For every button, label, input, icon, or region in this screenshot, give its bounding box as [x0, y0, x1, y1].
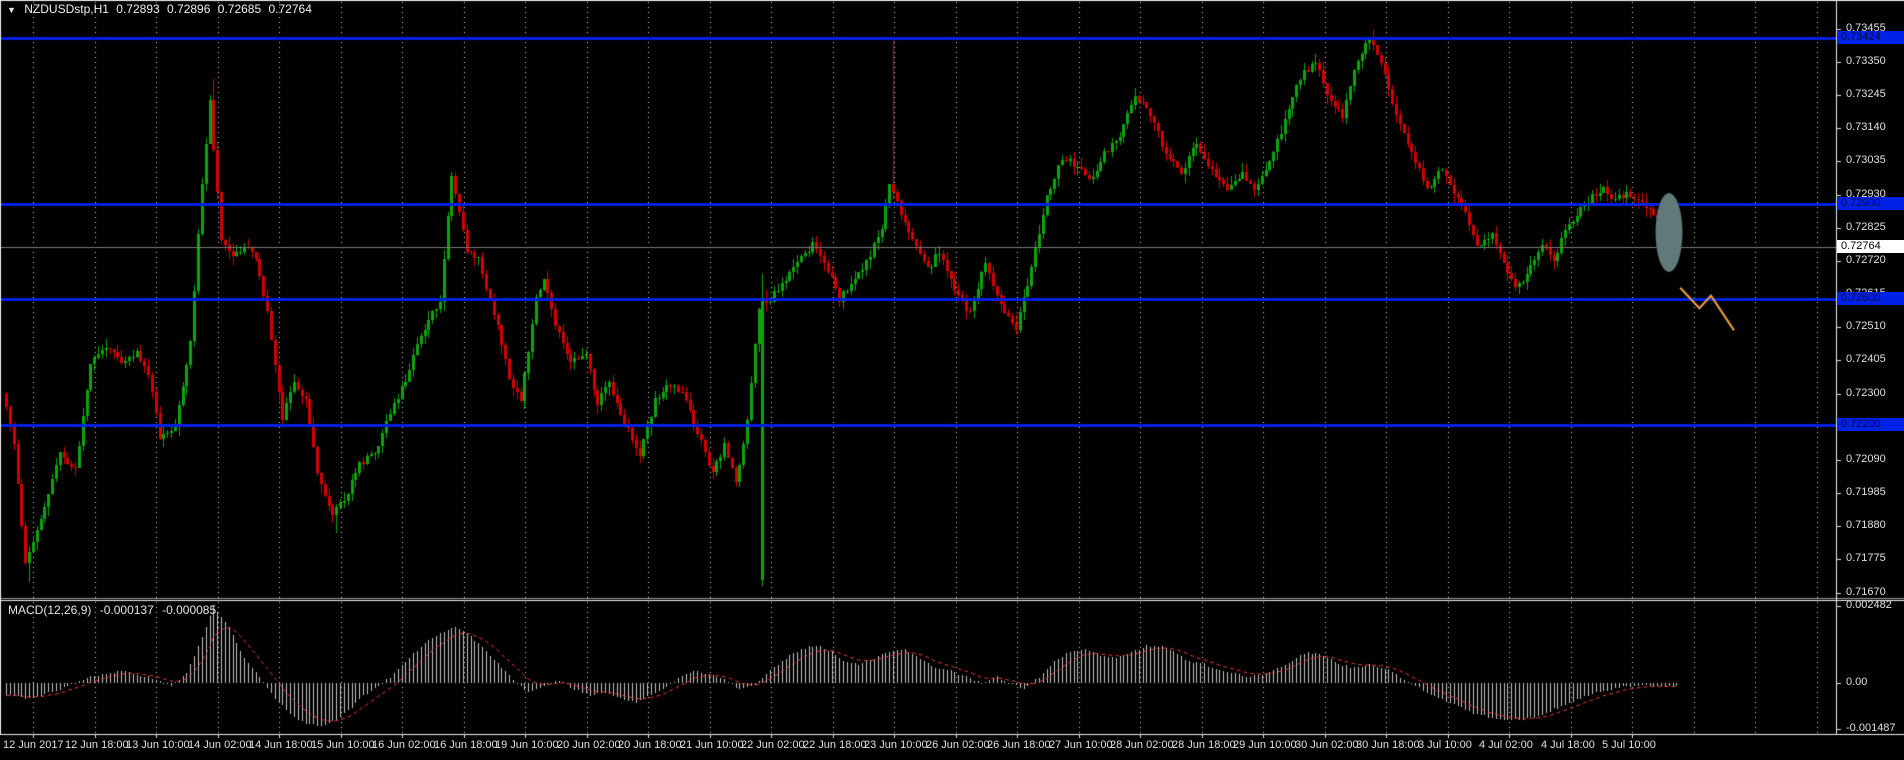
time-axis-label: 29 Jun 10:00	[1233, 739, 1297, 751]
time-axis-label: 20 Jun 18:00	[618, 739, 682, 751]
hline-price-label: 0.73424	[1837, 31, 1904, 44]
time-axis-label: 30 Jun 18:00	[1356, 739, 1420, 751]
time-axis-label: 28 Jun 02:00	[1110, 739, 1174, 751]
price-tick-label: 0.71775	[1846, 552, 1886, 564]
price-tick-label: 0.72405	[1846, 353, 1886, 365]
price-tick-label: 0.71880	[1846, 519, 1886, 531]
quote-open: 0.72893	[116, 2, 160, 16]
hline-price-label: 0.72200	[1837, 418, 1904, 431]
time-axis-label: 26 Jun 18:00	[987, 739, 1051, 751]
time-axis-label: 15 Jun 10:00	[311, 739, 375, 751]
price-tick-label: 0.72090	[1846, 453, 1886, 465]
price-tick-label: 0.71670	[1846, 586, 1886, 598]
time-axis-label: 13 Jun 10:00	[126, 739, 190, 751]
price-tick-label: 0.71985	[1846, 486, 1886, 498]
time-axis-label: 4 Jul 18:00	[1541, 739, 1595, 751]
time-axis[interactable]: 12 Jun 2017 12 Jun 18:00 13 Jun 10:00 14 Ju…	[0, 735, 1904, 760]
macd-info: MACD(12,26,9) -0.000137 -0.000085	[8, 603, 221, 617]
expander-triangle-icon[interactable]: ▼	[7, 5, 16, 15]
hline-price-label: 0.72600	[1837, 292, 1904, 305]
time-axis-label: 14 Jun 18:00	[249, 739, 313, 751]
time-axis-label: 19 Jun 10:00	[495, 739, 559, 751]
price-axis[interactable]: 0.73455 0.73350 0.73245 0.73140 0.73035 0.729…	[1836, 0, 1904, 734]
quote-close: 0.72764	[268, 2, 312, 16]
quote-high: 0.72896	[167, 2, 211, 16]
quote-low: 0.72685	[217, 2, 262, 16]
time-axis-label: 21 Jun 10:00	[680, 739, 744, 751]
time-axis-label: 16 Jun 18:00	[434, 739, 498, 751]
time-axis-label: 14 Jun 02:00	[188, 739, 252, 751]
macd-tick-label: -0.001487	[1846, 722, 1896, 734]
time-axis-label: 26 Jun 02:00	[926, 739, 990, 751]
time-axis-label: 20 Jun 02:00	[557, 739, 621, 751]
time-axis-label: 27 Jun 10:00	[1049, 739, 1113, 751]
price-tick-label: 0.73140	[1846, 121, 1886, 133]
time-axis-label: 12 Jun 18:00	[65, 739, 129, 751]
time-axis-label: 22 Jun 02:00	[741, 739, 805, 751]
time-axis-label: 28 Jun 18:00	[1172, 739, 1236, 751]
price-tick-label: 0.73350	[1846, 55, 1886, 67]
macd-signal-value: -0.000085	[162, 603, 217, 617]
time-axis-label: 23 Jun 10:00	[864, 739, 928, 751]
hline-price-label: 0.72900	[1837, 197, 1904, 210]
time-axis-label: 4 Jul 02:00	[1479, 739, 1533, 751]
time-axis-label: 22 Jun 18:00	[803, 739, 867, 751]
time-axis-label: 12 Jun 2017	[3, 739, 64, 751]
time-axis-label: 30 Jun 02:00	[1295, 739, 1359, 751]
time-axis-label: 3 Jul 10:00	[1418, 739, 1472, 751]
price-tick-label: 0.72510	[1846, 320, 1886, 332]
current-price-label: 0.72764	[1837, 240, 1904, 253]
price-tick-label: 0.72300	[1846, 387, 1886, 399]
price-tick-label: 0.72825	[1846, 221, 1886, 233]
price-tick-label: 0.73245	[1846, 88, 1886, 100]
time-axis-label: 16 Jun 02:00	[372, 739, 436, 751]
macd-tick-label: 0.002482	[1846, 599, 1892, 611]
time-axis-label: 5 Jul 10:00	[1602, 739, 1656, 751]
symbol-info: ▼ NZDUSDstp,H1 0.72893 0.72896 0.72685 0…	[7, 2, 316, 16]
price-tick-label: 0.72720	[1846, 254, 1886, 266]
macd-tick-label: 0.00	[1846, 676, 1868, 688]
symbol-name: NZDUSDstp,H1	[24, 2, 109, 16]
macd-main-value: -0.000137	[99, 603, 154, 617]
macd-name: MACD(12,26,9)	[8, 603, 92, 617]
price-tick-label: 0.73035	[1846, 154, 1886, 166]
